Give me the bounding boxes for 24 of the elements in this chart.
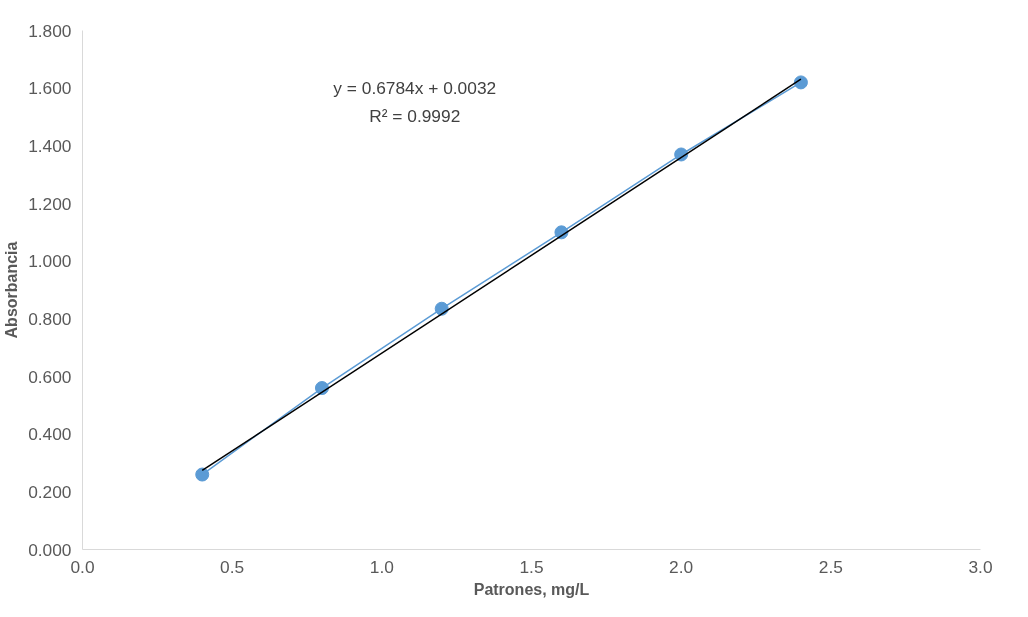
y-tick-label: 0.400 — [28, 424, 72, 445]
y-tick-label: 0.600 — [28, 366, 72, 387]
x-tick-label: 0.5 — [220, 556, 245, 577]
y-tick-label: 0.000 — [28, 539, 72, 560]
x-tick-label: 1.5 — [519, 556, 544, 577]
y-axis-title: Absorbancia — [3, 241, 21, 339]
y-tick-label: 1.400 — [28, 135, 72, 156]
x-tick-label: 1.0 — [369, 556, 394, 577]
y-tick-label: 1.000 — [28, 251, 72, 272]
x-tick-label: 2.0 — [669, 556, 694, 577]
y-tick-label: 0.800 — [28, 308, 72, 329]
y-tick-label: 1.800 — [28, 20, 72, 41]
x-axis-title: Patrones, mg/L — [473, 580, 590, 598]
y-tick-label: 0.200 — [28, 481, 72, 502]
y-tick-label: 1.200 — [28, 193, 72, 214]
x-tick-label: 3.0 — [968, 556, 993, 577]
point — [195, 467, 210, 482]
x-tick-label: 2.5 — [818, 556, 843, 577]
x-tick-label: 0.0 — [70, 556, 95, 577]
point — [793, 75, 808, 90]
annotation: y = 0.6784x + 0.0032 — [333, 77, 497, 98]
y-tick-label: 1.600 — [28, 78, 72, 99]
point — [434, 301, 449, 316]
annotation: R² = 0.9992 — [369, 105, 461, 126]
